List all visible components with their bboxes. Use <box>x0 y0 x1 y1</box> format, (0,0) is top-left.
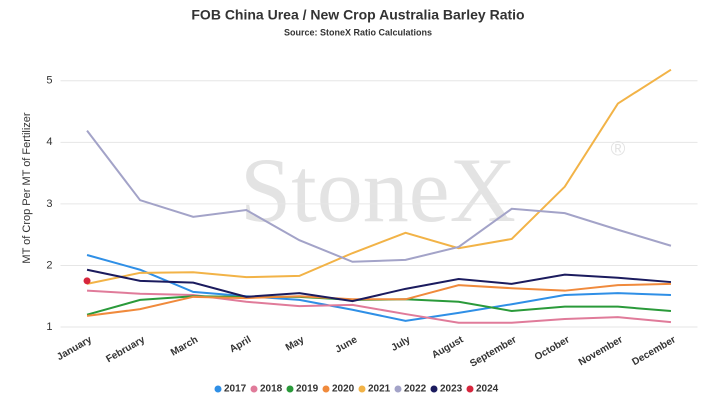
legend-label: 2017 <box>224 384 247 395</box>
legend-swatch <box>394 385 402 393</box>
x-tick-label: September <box>468 334 518 369</box>
y-tick-label: 3 <box>46 198 52 210</box>
data-point <box>83 277 91 285</box>
legend-swatch <box>466 385 474 393</box>
x-tick-label: March <box>169 334 200 358</box>
chart-title: FOB China Urea / New Crop Australia Barl… <box>191 7 524 23</box>
x-tick-label: January <box>55 334 94 363</box>
legend-label: 2022 <box>404 384 427 395</box>
x-tick-label: April <box>228 334 253 355</box>
legend-label: 2020 <box>332 384 355 395</box>
data-line <box>86 289 672 324</box>
legend-swatch <box>322 385 330 393</box>
data-line <box>86 282 671 317</box>
legend-swatch <box>214 385 222 393</box>
legend-label: 2021 <box>368 384 391 395</box>
legend-swatch <box>430 385 438 393</box>
x-tick-label: October <box>533 334 572 363</box>
x-tick-label: November <box>577 334 625 368</box>
y-tick-label: 5 <box>46 75 52 87</box>
y-axis-label: MT of Crop Per MT of Fertilizer <box>21 112 33 264</box>
legend-label: 2023 <box>440 384 463 395</box>
data-line <box>86 68 672 285</box>
data-line <box>86 254 671 322</box>
legend-swatch <box>250 385 258 393</box>
legend-label: 2019 <box>296 384 319 395</box>
x-tick-label: May <box>284 334 307 353</box>
x-tick-label: December <box>630 334 677 368</box>
legend-swatch <box>286 385 294 393</box>
y-tick-label: 4 <box>46 136 52 148</box>
x-tick-label: July <box>390 334 413 354</box>
x-tick-label: August <box>430 334 466 361</box>
legend-label: 2024 <box>476 384 499 395</box>
watermark-mark: ® <box>611 138 626 160</box>
chart-subtitle: Source: StoneX Ratio Calculations <box>284 27 432 37</box>
legend-label: 2018 <box>260 384 283 395</box>
x-tick-label: February <box>104 334 147 365</box>
data-line <box>86 130 672 263</box>
legend-swatch <box>358 385 366 393</box>
y-tick-label: 1 <box>46 321 52 333</box>
data-line <box>86 268 672 303</box>
watermark: StoneX <box>240 139 516 241</box>
y-tick-label: 2 <box>46 259 52 271</box>
x-tick-label: June <box>334 334 360 355</box>
